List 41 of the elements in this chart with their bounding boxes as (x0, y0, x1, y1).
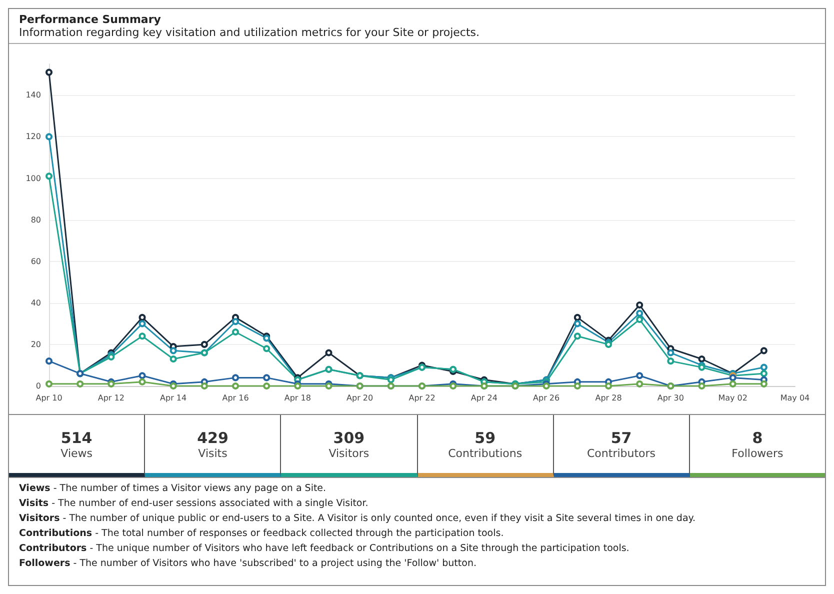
x-tick-label: Apr 28 (595, 394, 622, 402)
data-label: 8 (752, 428, 763, 446)
x-tick-label: Apr 18 (284, 394, 311, 402)
x-tick-label: May 02 (718, 394, 748, 402)
y-tick-label: 80 (30, 215, 41, 224)
x-tick-label: Apr 12 (98, 394, 124, 402)
text: Visitors (328, 446, 370, 460)
x-tick-label: Apr 14 (160, 394, 187, 402)
data-label: 59 (474, 428, 496, 446)
y-tick-label: 60 (30, 256, 41, 266)
y-tick-label: 100 (26, 174, 41, 183)
x-tick-label: Apr 20 (346, 394, 374, 402)
y-tick-label: 40 (30, 298, 41, 308)
x-tick-label: May 04 (780, 394, 810, 402)
x-tick-label: Apr 30 (657, 394, 684, 402)
x-tick-label: Apr 24 (470, 394, 498, 402)
text: Views - The number of times a Visitor views any page on a Site. (19, 482, 328, 496)
text: Contributors (587, 446, 656, 460)
text: Followers - The number of Visitors who have 'subscribed' to a project using the 'Follow' button. (19, 557, 478, 571)
text: Followers (732, 446, 784, 460)
chart-subtitle: Information regarding key visitation and utilization metrics for your Site or projects. (19, 26, 480, 39)
chart-title: Performance Summary (19, 13, 162, 26)
y-tick-label: 120 (26, 132, 41, 142)
x-tick-label: Apr 22 (408, 394, 436, 402)
data-label: 429 (197, 428, 228, 446)
y-tick-label: 140 (26, 90, 41, 100)
text: Contributions - The total number of responses or feedback collected through the participation tools. (19, 527, 505, 541)
text: Visitors - The number of unique public or end-users to a Site. A Visitor is only counted once, even if they visit a Site several times in one day. (19, 512, 697, 526)
text: Views (60, 446, 92, 460)
data-label: 57 (610, 428, 632, 446)
data-label: 514 (60, 428, 92, 446)
text: Visits (198, 446, 228, 460)
y-tick-label: 20 (30, 340, 41, 349)
text: Visits - The number of end-user sessions associated with a single Visitor. (19, 497, 370, 511)
x-tick-label: Apr 10 (36, 394, 62, 402)
x-tick-label: Apr 26 (533, 394, 560, 402)
text: Contributions (448, 446, 522, 460)
y-tick-label: 0 (36, 382, 41, 390)
text: Contributors - The unique number of Visitors who have left feedback or Contributions on a Site through the participation tools. (19, 542, 630, 556)
data-label: 309 (333, 428, 365, 446)
x-tick-label: Apr 16 (222, 394, 249, 402)
